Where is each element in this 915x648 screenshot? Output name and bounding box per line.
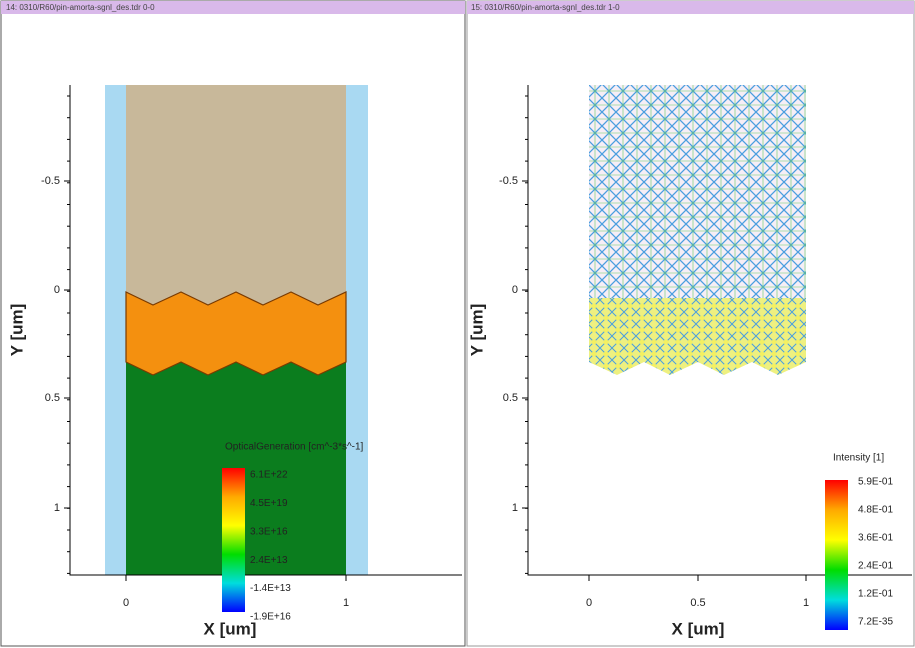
legend-title: Intensity [1] (833, 453, 884, 464)
legend-label: 1.2E-01 (858, 589, 893, 600)
oxide (346, 85, 368, 575)
legend-label: -1.9E+16 (250, 612, 291, 623)
y-axis-label: Y [um] (467, 304, 486, 357)
y-tick-label: 0 (512, 284, 518, 296)
panel-title: 15: 0310/R60/pin-amorta-sgnl_des.tdr 1-0 (471, 3, 620, 12)
x-tick-label: 0 (123, 597, 129, 609)
x-axis-label: X [um] (672, 619, 725, 638)
y-tick-label: 0.5 (503, 392, 518, 404)
legend-label: 3.3E+16 (250, 526, 288, 537)
y-tick-label: -0.5 (499, 175, 518, 187)
legend-label: 4.5E+19 (250, 498, 288, 509)
y-tick-label: 0.5 (45, 392, 60, 404)
mesh (589, 298, 806, 375)
x-tick-label: 1 (803, 597, 809, 609)
top-region (126, 85, 346, 305)
colorbar (825, 480, 848, 630)
legend-label: 6.1E+22 (250, 470, 288, 481)
x-tick-label: 0.5 (690, 597, 705, 609)
title-bar[interactable] (1, 1, 465, 14)
y-tick-label: 0 (54, 284, 60, 296)
legend-label: 2.4E-01 (858, 561, 893, 572)
legend-label: -1.4E+13 (250, 583, 291, 594)
y-tick-label: 1 (54, 502, 60, 514)
generation-layer (125, 291, 347, 376)
oxide (105, 85, 126, 575)
legend-title: OpticalGeneration [cm^-3*s^-1] (225, 442, 364, 453)
x-tick-label: 0 (586, 597, 592, 609)
colorbar (222, 468, 245, 612)
title-bar[interactable] (467, 1, 914, 14)
panel-title: 14: 0310/R60/pin-amorta-sgnl_des.tdr 0-0 (6, 3, 155, 12)
y-axis-label: Y [um] (7, 304, 26, 357)
legend-label: 4.8E-01 (858, 505, 893, 516)
x-axis-label: X [um] (204, 619, 257, 638)
legend-label: 3.6E-01 (858, 533, 893, 544)
legend-label: 7.2E-35 (858, 617, 893, 628)
mesh (589, 85, 806, 298)
legend-label: 5.9E-01 (858, 477, 893, 488)
y-tick-label: 1 (512, 502, 518, 514)
legend-label: 2.4E+13 (250, 555, 288, 566)
dynamic: -0.5 0 0.5 1 0 1 6.1E+22 4.5E+19 3.3E+16 2.4E+13 -… (41, 95, 893, 628)
x-tick-label: 1 (343, 597, 349, 609)
y-tick-label: -0.5 (41, 175, 60, 187)
